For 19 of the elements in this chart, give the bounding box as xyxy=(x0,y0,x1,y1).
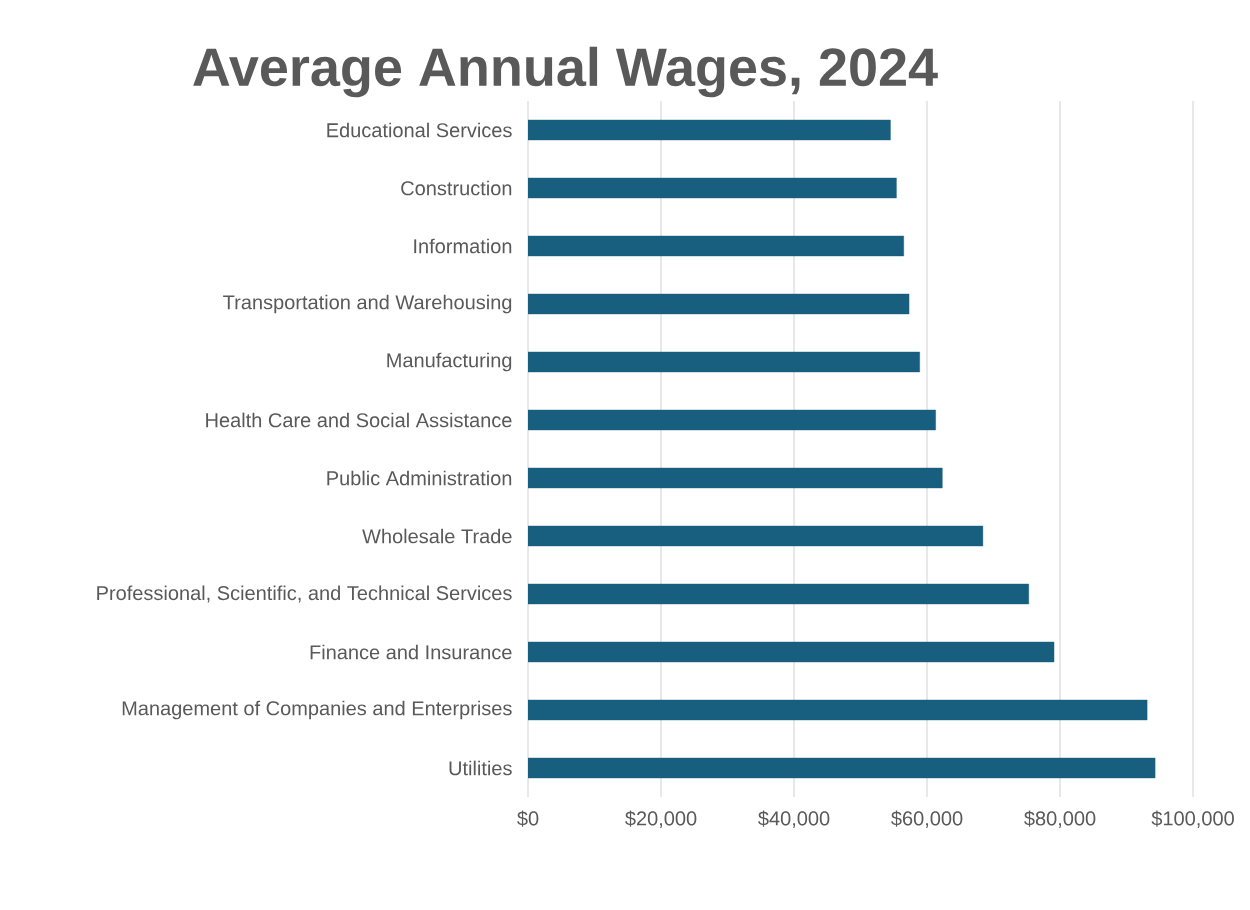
y-tick-label: Manufacturing xyxy=(387,352,512,372)
y-tick-label: Public Administration xyxy=(327,470,512,486)
x-tick-label: $40,000 xyxy=(758,810,830,828)
y-tick-label: Educational Services xyxy=(327,122,512,138)
y-tick-label: Information xyxy=(414,238,512,254)
x-tick-label: $100,000 xyxy=(1151,810,1234,828)
y-tick-label: Transportation and Warehousing xyxy=(223,294,512,314)
y-tick-label: Health Care and Social Assistance xyxy=(206,412,512,428)
y-tick-label: Construction xyxy=(401,180,512,196)
y-tick-label: Wholesale Trade xyxy=(362,528,512,544)
y-tick-label: Management of Companies and Enterprises xyxy=(122,700,512,720)
y-tick-label: Utilities xyxy=(449,760,512,776)
x-tick-label: $20,000 xyxy=(625,810,697,828)
x-tick-label: $0 xyxy=(517,810,539,827)
x-tick-label: $80,000 xyxy=(1024,810,1096,828)
y-tick-label: Finance and Insurance xyxy=(310,644,512,660)
y-tick-label: Professional, Scientific, and Technical Services xyxy=(97,585,512,603)
chart-title: Average Annual Wages, 2024 xyxy=(193,46,938,98)
x-tick-label: $60,000 xyxy=(891,810,963,828)
